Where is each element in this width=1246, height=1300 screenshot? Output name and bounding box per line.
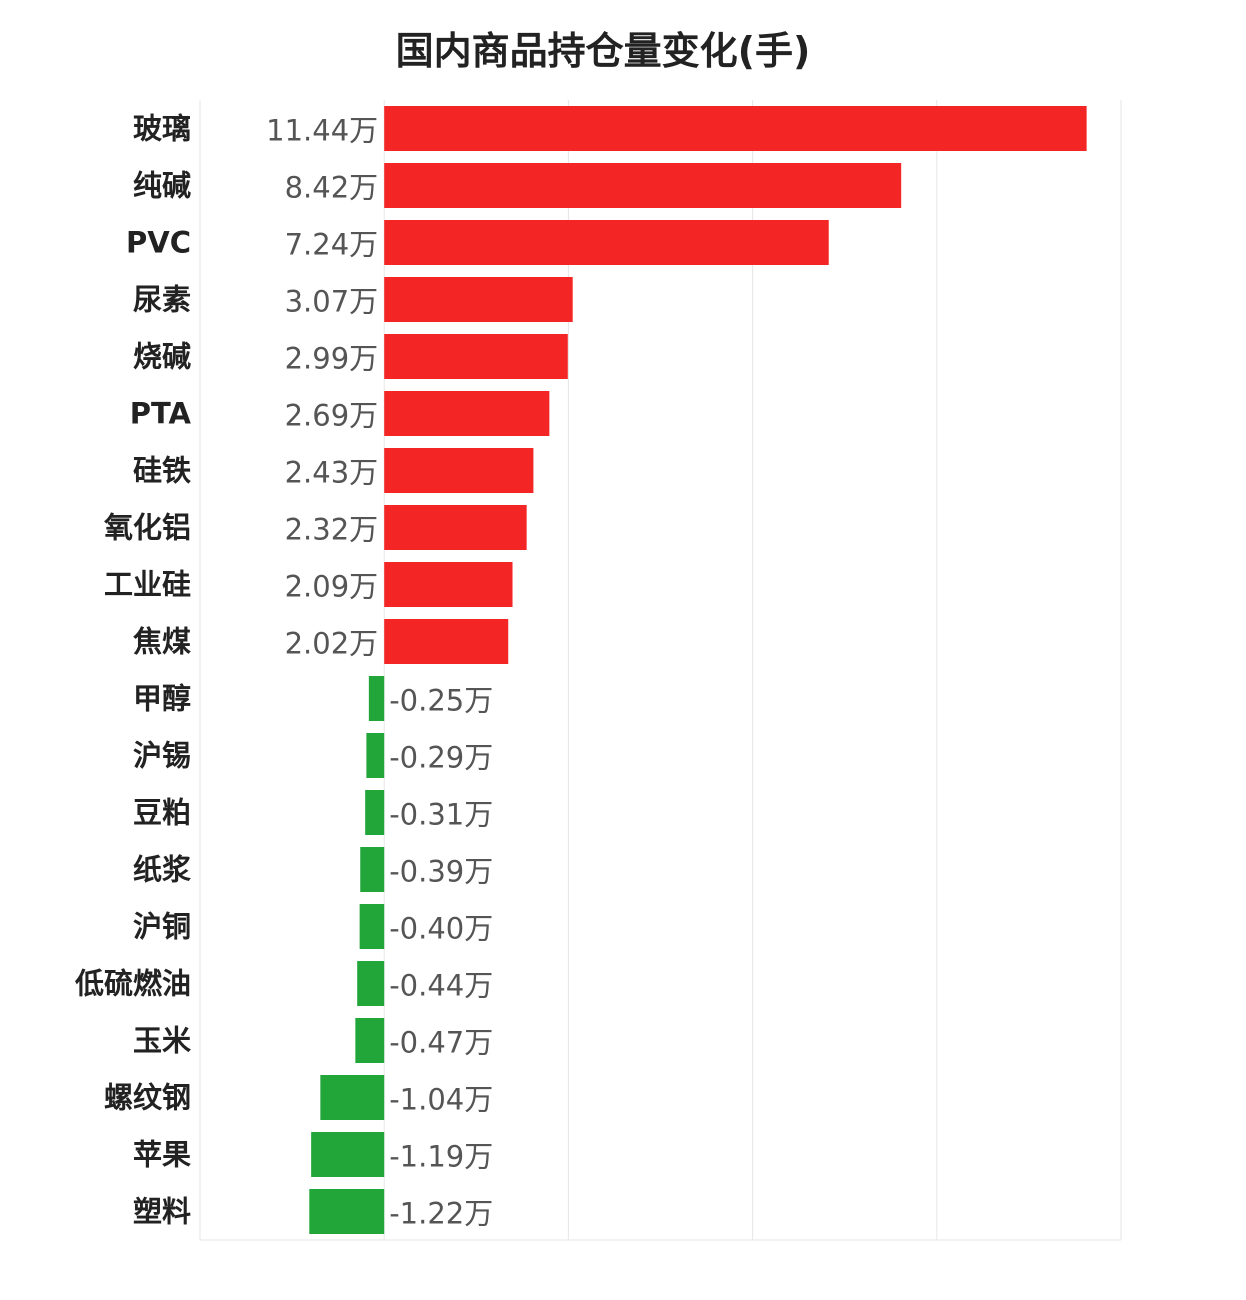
value-label: 2.43万 [285, 456, 379, 490]
bar-1 [384, 106, 1087, 151]
category-label: 螺纹钢 [104, 1081, 191, 1115]
bar-2 [384, 163, 902, 208]
bar-10 [384, 619, 509, 664]
bar-4 [384, 277, 573, 322]
category-label: 玉米 [133, 1024, 191, 1058]
bar-12 [366, 733, 385, 778]
bar-8 [384, 505, 527, 550]
chart-title: 国内商品持仓量变化(手) [395, 29, 811, 73]
bars [309, 106, 1087, 1234]
value-label: 11.44万 [266, 114, 378, 148]
bar-11 [368, 676, 385, 721]
category-label: 苹果 [133, 1138, 191, 1172]
bar-3 [384, 220, 829, 265]
bar-18 [320, 1075, 385, 1120]
category-label: 工业硅 [104, 568, 191, 602]
bar-15 [359, 904, 385, 949]
value-label: -1.19万 [389, 1140, 493, 1174]
category-label: 甲醇 [133, 682, 191, 716]
value-label: 7.24万 [285, 228, 379, 262]
bar-9 [384, 562, 513, 607]
bar-13 [365, 790, 385, 835]
value-label: 2.09万 [285, 570, 379, 604]
category-label: 尿素 [133, 283, 191, 317]
category-label: 纸浆 [133, 853, 192, 887]
bar-16 [357, 961, 385, 1006]
bar-14 [360, 847, 385, 892]
value-label: -0.31万 [389, 798, 493, 832]
value-label: 2.99万 [285, 342, 379, 376]
bar-20 [309, 1189, 385, 1234]
bar-6 [384, 391, 550, 436]
bar-7 [384, 448, 534, 493]
value-label: -0.39万 [389, 855, 493, 889]
value-label: -1.04万 [389, 1083, 493, 1117]
category-label: 烧碱 [133, 340, 191, 374]
value-label: -0.29万 [389, 741, 493, 775]
value-label: -0.44万 [389, 969, 493, 1003]
value-label: 2.02万 [285, 627, 379, 661]
value-label: -0.40万 [389, 912, 493, 946]
value-label: 2.69万 [285, 399, 379, 433]
category-label: PVC [126, 226, 191, 260]
value-label: -0.25万 [389, 684, 493, 718]
bar-17 [355, 1018, 385, 1063]
category-label: 沪锡 [133, 739, 191, 773]
bar-5 [384, 334, 568, 379]
category-label: 塑料 [133, 1195, 191, 1229]
category-label: PTA [130, 397, 192, 431]
value-label: -1.22万 [389, 1197, 493, 1231]
bar-19 [311, 1132, 385, 1177]
value-label: -0.47万 [389, 1026, 493, 1060]
value-label: 8.42万 [285, 171, 379, 205]
category-label: 豆粕 [133, 796, 191, 830]
category-label: 焦煤 [133, 625, 191, 659]
value-label: 3.07万 [285, 285, 379, 319]
category-label: 低硫燃油 [74, 967, 191, 1001]
grid-lines [199, 100, 1122, 1241]
category-label: 纯碱 [133, 169, 191, 203]
category-label: 沪铜 [133, 910, 191, 944]
category-label: 硅铁 [133, 454, 191, 488]
category-label: 氧化铝 [103, 511, 191, 545]
value-label: 2.32万 [285, 513, 379, 547]
category-label: 玻璃 [133, 112, 191, 146]
